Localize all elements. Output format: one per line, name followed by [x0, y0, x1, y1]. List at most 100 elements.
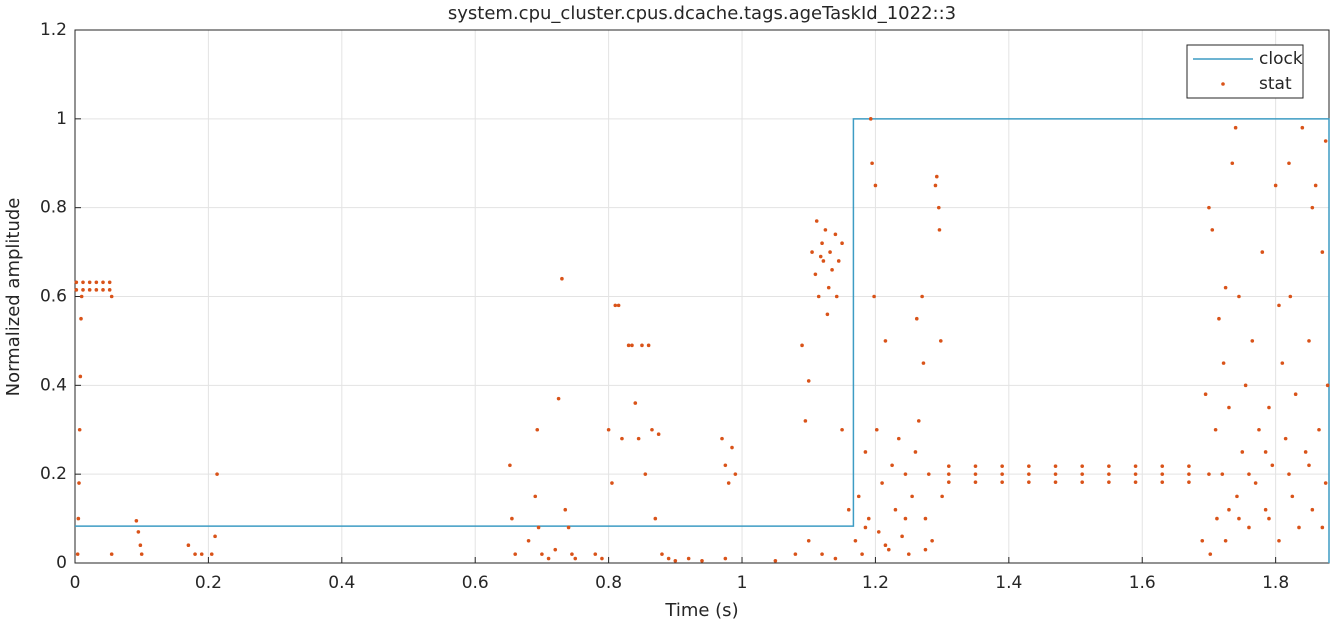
stat-point [606, 427, 611, 432]
stat-point [1287, 161, 1291, 166]
stat-point [134, 519, 139, 523]
y-tick-label: 0.6 [40, 287, 67, 307]
stat-point [1027, 472, 1031, 476]
stat-point [94, 288, 99, 292]
x-axis-label: Time (s) [664, 600, 738, 621]
stat-point [910, 494, 914, 499]
legend-label: clock [1259, 49, 1303, 69]
stat-point [860, 552, 864, 556]
stat-point [139, 552, 144, 556]
stat-point [138, 543, 143, 548]
stat-point [1223, 538, 1228, 543]
legend-marker [1221, 82, 1225, 86]
stat-point [81, 280, 85, 285]
x-tick-label: 0.8 [595, 573, 622, 593]
stat-point [1107, 480, 1111, 484]
stat-point [563, 507, 568, 512]
x-tick-label: 1.4 [995, 573, 1022, 593]
stat-point [573, 556, 578, 561]
legend-label: stat [1259, 74, 1292, 94]
stat-point [1237, 294, 1241, 299]
stat-point [640, 343, 644, 348]
stat-point [109, 294, 114, 299]
stat-point [1247, 472, 1251, 476]
stat-point [813, 272, 818, 277]
stat-point [620, 436, 624, 441]
stat-point [636, 436, 641, 441]
stat-point [1053, 472, 1058, 476]
stat-point [1288, 294, 1293, 299]
stat-point [1210, 228, 1215, 232]
stat-point [823, 228, 828, 232]
stat-point [820, 241, 824, 245]
stat-point [213, 534, 217, 539]
stat-point [1027, 464, 1031, 468]
stat-point [79, 316, 83, 321]
stat-point [1263, 507, 1268, 512]
stat-point [1133, 464, 1138, 468]
stat-point [79, 294, 84, 299]
stat-point [825, 312, 830, 317]
stat-point [863, 450, 868, 454]
stat-point [1208, 552, 1213, 556]
stat-point [723, 556, 728, 561]
stat-point [1307, 463, 1311, 468]
stat-point [536, 525, 541, 530]
stat-point [81, 288, 85, 292]
stat-point [1000, 472, 1004, 476]
stat-point [1107, 464, 1111, 468]
stat-point [1320, 525, 1325, 530]
stat-point [853, 538, 858, 543]
stat-point [946, 480, 951, 484]
stat-point [646, 343, 651, 348]
stat-point [1107, 472, 1111, 476]
stat-point [874, 427, 879, 432]
stat-point [937, 228, 942, 232]
stat-point [633, 401, 638, 405]
stat-point [1323, 481, 1328, 485]
stat-point [870, 161, 874, 166]
stat-point [540, 552, 544, 556]
stat-point [76, 516, 81, 521]
stat-point [1250, 339, 1255, 343]
stat-point [1267, 516, 1271, 521]
stat-point [653, 516, 658, 521]
stat-point [773, 558, 778, 563]
stat-point [863, 525, 868, 530]
stat-point [101, 288, 105, 292]
stat-point [806, 379, 811, 383]
stat-point [921, 361, 926, 365]
stat-point [916, 419, 921, 423]
y-tick-label: 0 [56, 553, 67, 573]
stat-point [1000, 464, 1004, 468]
stat-point [1277, 538, 1281, 543]
stat-point [903, 516, 908, 521]
stat-point [1300, 125, 1305, 130]
stat-point [946, 464, 951, 468]
stat-point [896, 436, 901, 441]
stat-point [873, 183, 878, 188]
stat-point [510, 516, 514, 521]
stat-point [546, 556, 551, 561]
stat-point [1160, 480, 1165, 484]
stat-point [508, 463, 512, 468]
stat-point [906, 552, 911, 556]
stat-point [1227, 507, 1231, 512]
y-tick-label: 1 [56, 109, 67, 129]
stat-point [1053, 464, 1058, 468]
stat-point [136, 530, 141, 534]
stat-point [570, 552, 574, 556]
stat-point [1230, 161, 1235, 166]
stat-point [1080, 480, 1085, 484]
stat-point [1053, 480, 1058, 484]
stat-point [1187, 472, 1191, 476]
stat-point [810, 250, 814, 254]
stat-point [209, 552, 214, 556]
stat-point [193, 552, 197, 556]
stat-point [673, 558, 678, 563]
stat-point [803, 419, 808, 423]
stat-point [77, 481, 81, 485]
stat-point [1221, 361, 1226, 365]
